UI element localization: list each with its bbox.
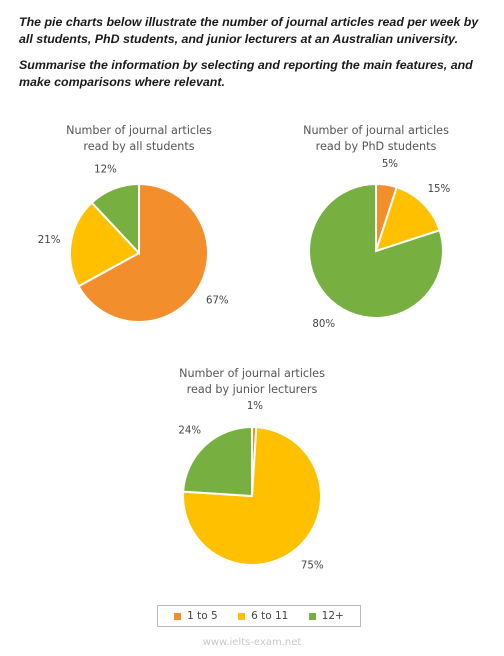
chart-title-line: read by all students xyxy=(83,140,194,153)
task-prompt: The pie charts below illustrate the numb… xyxy=(19,14,489,100)
pie-data-label: 5% xyxy=(382,159,398,170)
prompt-line-2: Summarise the information by selecting a… xyxy=(19,58,473,89)
pie-slice-12 xyxy=(182,425,253,498)
pie-slice-6-to-11 xyxy=(69,201,141,288)
chart-title-line: Number of journal articles xyxy=(66,124,212,137)
legend-label: 6 to 11 xyxy=(251,610,289,622)
pie-data-label: 80% xyxy=(312,319,335,330)
chart-legend: 1 to 5 6 to 11 12+ xyxy=(157,605,361,627)
legend-label: 12+ xyxy=(321,610,344,622)
legend-swatch-yellow xyxy=(238,612,246,620)
pie-data-label: 1% xyxy=(247,401,263,412)
pie-slice-12 xyxy=(90,182,140,256)
pie-data-label: 75% xyxy=(301,560,324,571)
chart-title-line: Number of journal articles xyxy=(179,367,325,380)
pie-data-label: 12% xyxy=(94,164,117,175)
chart-title-line: Number of journal articles xyxy=(303,124,449,137)
pie-data-label: 24% xyxy=(178,426,201,437)
legend-label: 1 to 5 xyxy=(187,610,218,622)
pie-slice-1-to-5 xyxy=(77,182,209,323)
pie-chart-1: Number of journal articles read by all st… xyxy=(38,124,229,323)
legend-item-1-to-5: 1 to 5 xyxy=(174,610,218,622)
pie-slice-12 xyxy=(308,182,444,319)
prompt-line-1: The pie charts below illustrate the numb… xyxy=(19,15,479,46)
legend-swatch-green xyxy=(308,612,316,620)
legend-swatch-orange xyxy=(174,612,182,620)
source-watermark: www.ielts-exam.net xyxy=(202,637,302,648)
legend-item-6-to-11: 6 to 11 xyxy=(238,610,288,622)
chart-title-line: read by PhD students xyxy=(316,140,437,153)
legend-item-12-plus: 12+ xyxy=(308,610,344,622)
pie-data-label: 15% xyxy=(428,184,451,195)
pie-chart-3: Number of journal articles read by junior… xyxy=(178,367,325,571)
pie-data-label: 67% xyxy=(206,295,229,306)
pie-data-label: 21% xyxy=(38,235,61,246)
chart-title-line: read by junior lecturers xyxy=(187,383,318,396)
pie-chart-2: Number of journal articles read by PhD st… xyxy=(303,124,450,330)
pie-charts-canvas: Number of journal articles read by all st… xyxy=(38,124,451,571)
